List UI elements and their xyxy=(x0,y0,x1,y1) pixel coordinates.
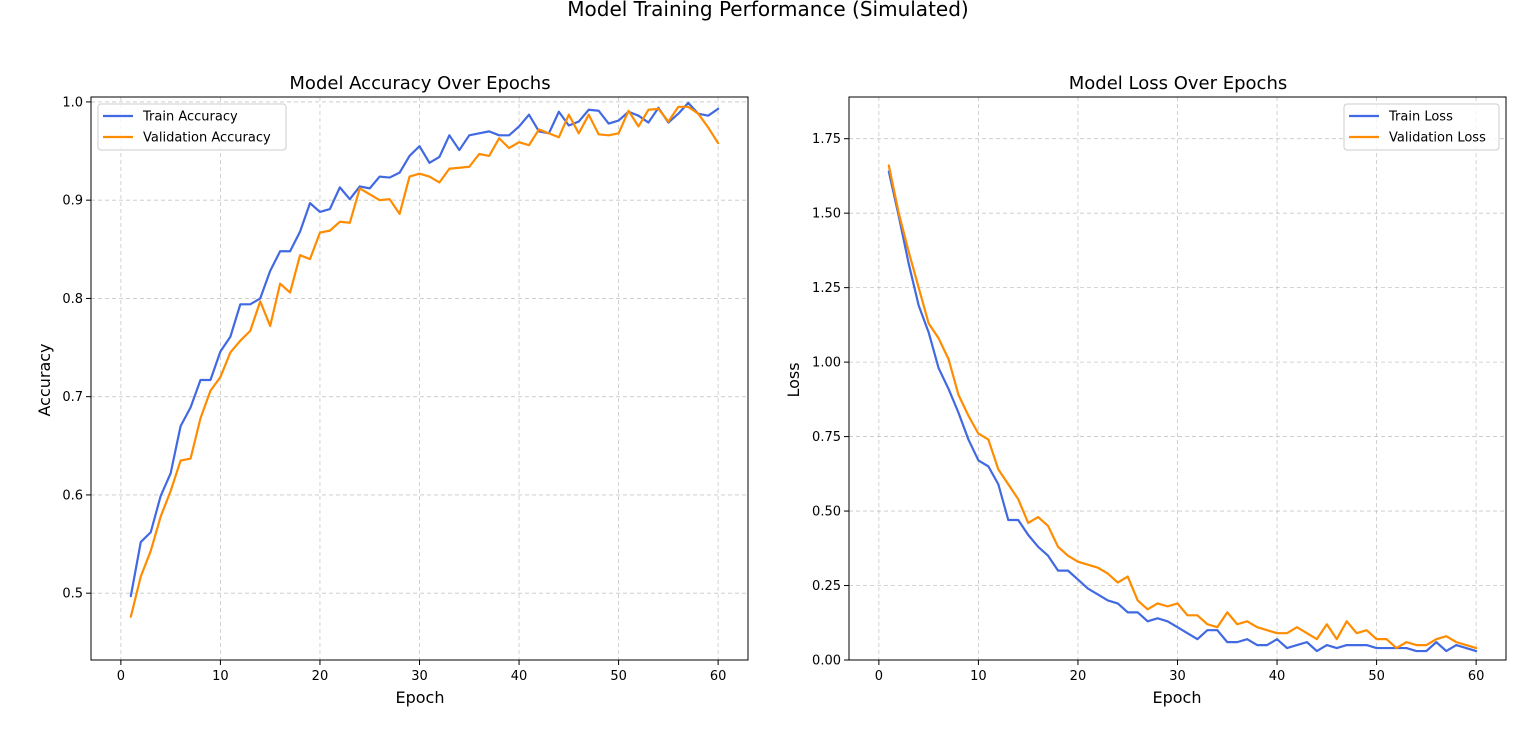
loss-chart-ytick-label-7: 1.75 xyxy=(812,132,841,147)
loss-chart-legend: Train Loss Validation Loss xyxy=(1343,103,1500,151)
loss-chart-ytick-label-4: 1.00 xyxy=(812,356,841,371)
accuracy-chart-ytick-label-3: 0.8 xyxy=(62,292,83,307)
accuracy-chart-xtick-label-4: 40 xyxy=(511,669,528,684)
accuracy-chart-xtick-label-1: 10 xyxy=(212,669,229,684)
accuracy-chart: Model Accuracy Over Epochs Epoch Accurac… xyxy=(35,73,749,707)
accuracy-chart-legend: Train Accuracy Validation Accuracy xyxy=(97,103,287,151)
loss-chart-ytick-label-3: 0.75 xyxy=(812,430,841,445)
figure-suptitle: Model Training Performance (Simulated) xyxy=(567,0,968,21)
loss-chart-legend-validation-label: Validation Loss xyxy=(1389,131,1486,146)
accuracy-chart-xtick-label-0: 0 xyxy=(117,669,125,684)
accuracy-chart-ytick-label-2: 0.7 xyxy=(62,390,83,405)
accuracy-chart-ytick-label-0: 0.5 xyxy=(62,587,83,602)
accuracy-chart-xlabel: Epoch xyxy=(396,688,445,707)
loss-chart-ytick-label-6: 1.50 xyxy=(812,207,841,222)
accuracy-chart-xtick-label-5: 50 xyxy=(610,669,627,684)
loss-chart-series-validation-line xyxy=(887,164,1478,650)
loss-chart-series-train-line xyxy=(887,170,1478,653)
loss-chart-legend-box xyxy=(1343,103,1500,151)
loss-chart-xtick-label-1: 10 xyxy=(970,669,987,684)
loss-chart-xtick-label-3: 30 xyxy=(1169,669,1186,684)
loss-chart-xtick-label-2: 20 xyxy=(1070,669,1087,684)
accuracy-chart-series-validation-line xyxy=(129,105,720,618)
loss-chart-ytick-label-5: 1.25 xyxy=(812,281,841,296)
accuracy-chart-series-train-line xyxy=(129,101,720,598)
accuracy-chart-legend-validation-label: Validation Accuracy xyxy=(143,131,271,146)
loss-chart-legend-train-label: Train Loss xyxy=(1388,110,1453,125)
loss-chart-ytick-label-2: 0.50 xyxy=(812,505,841,520)
loss-chart-ylabel: Loss xyxy=(784,362,803,397)
loss-chart-xtick-label-0: 0 xyxy=(875,669,883,684)
loss-chart-xlabel: Epoch xyxy=(1153,688,1202,707)
accuracy-chart-legend-box xyxy=(97,103,287,151)
loss-chart-xtick-label-6: 60 xyxy=(1468,669,1485,684)
loss-chart-title: Model Loss Over Epochs xyxy=(1069,73,1287,94)
loss-chart-ytick-label-1: 0.25 xyxy=(812,579,841,594)
accuracy-chart-ytick-label-5: 1.0 xyxy=(62,95,83,110)
accuracy-chart-xtick-label-3: 30 xyxy=(411,669,428,684)
accuracy-chart-ytick-label-4: 0.9 xyxy=(62,194,83,209)
accuracy-chart-title: Model Accuracy Over Epochs xyxy=(289,73,550,94)
accuracy-chart-xtick-label-2: 20 xyxy=(312,669,329,684)
accuracy-chart-legend-train-label: Train Accuracy xyxy=(142,110,238,125)
accuracy-chart-ylabel: Accuracy xyxy=(35,343,54,416)
loss-chart-ytick-label-0: 0.00 xyxy=(812,654,841,669)
loss-chart-xtick-label-4: 40 xyxy=(1269,669,1286,684)
loss-chart-xtick-label-5: 50 xyxy=(1368,669,1385,684)
accuracy-chart-ytick-label-1: 0.6 xyxy=(62,488,83,503)
loss-chart: Model Loss Over Epochs Epoch Loss 0 10 20 3… xyxy=(784,73,1507,707)
accuracy-chart-xtick-label-6: 60 xyxy=(710,669,727,684)
